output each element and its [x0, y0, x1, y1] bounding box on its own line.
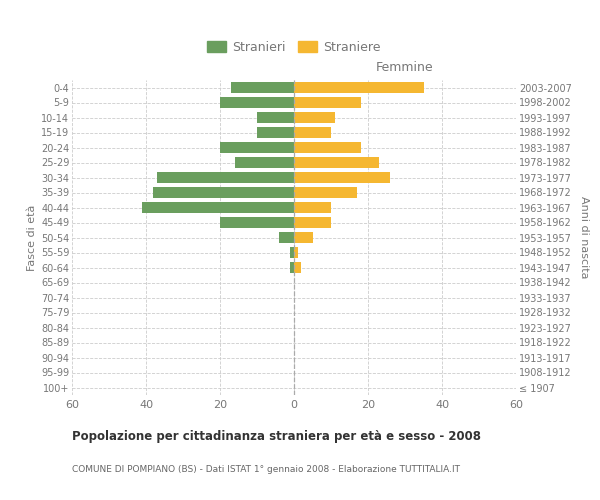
Legend: Stranieri, Straniere: Stranieri, Straniere [202, 36, 386, 59]
Text: Femmine: Femmine [376, 60, 434, 74]
Bar [220, 217, 294, 228]
Bar [157, 172, 294, 183]
Bar [294, 262, 301, 273]
Y-axis label: Fasce di età: Fasce di età [26, 204, 37, 270]
Bar [290, 247, 294, 258]
Bar [294, 112, 335, 123]
Bar [294, 142, 361, 153]
Text: COMUNE DI POMPIANO (BS) - Dati ISTAT 1° gennaio 2008 - Elaborazione TUTTITALIA.I: COMUNE DI POMPIANO (BS) - Dati ISTAT 1° … [72, 465, 460, 474]
Bar [279, 232, 294, 243]
Bar [294, 202, 331, 213]
Bar [294, 217, 331, 228]
Bar [220, 142, 294, 153]
Bar [294, 127, 331, 138]
Bar [294, 247, 298, 258]
Bar [294, 187, 357, 198]
Bar [257, 127, 294, 138]
Bar [294, 232, 313, 243]
Bar [142, 202, 294, 213]
Bar [257, 112, 294, 123]
Bar [294, 172, 390, 183]
Bar [294, 157, 379, 168]
Bar [220, 97, 294, 108]
Text: Popolazione per cittadinanza straniera per età e sesso - 2008: Popolazione per cittadinanza straniera p… [72, 430, 481, 443]
Bar [290, 262, 294, 273]
Bar [294, 97, 361, 108]
Bar [294, 82, 424, 93]
Bar [235, 157, 294, 168]
Bar [154, 187, 294, 198]
Y-axis label: Anni di nascita: Anni di nascita [578, 196, 589, 279]
Bar [231, 82, 294, 93]
